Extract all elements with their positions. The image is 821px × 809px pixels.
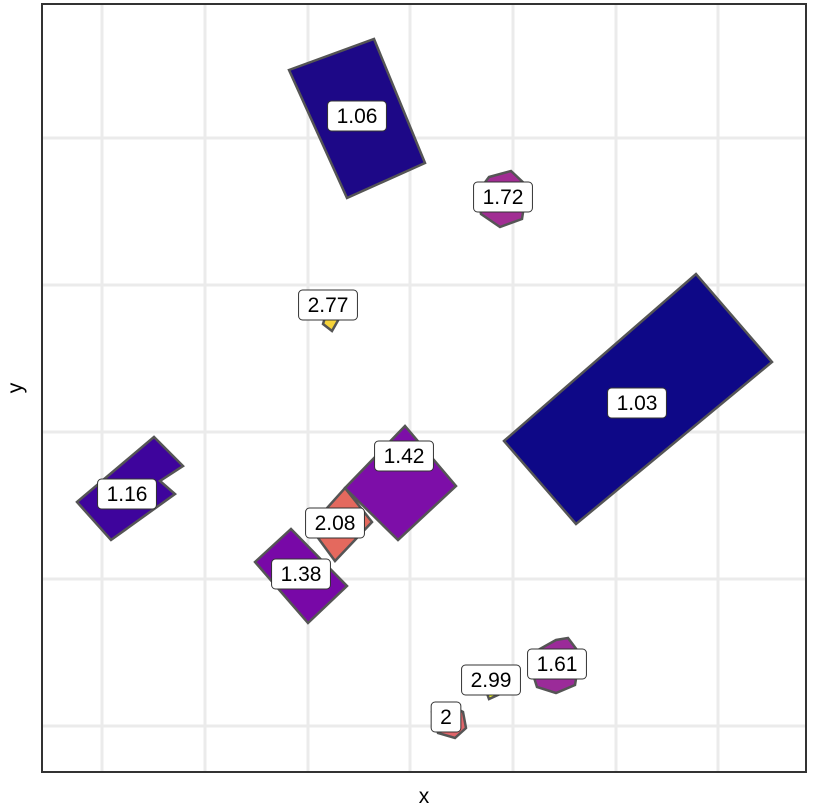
data-label-box bbox=[461, 664, 521, 696]
data-label-box bbox=[327, 100, 387, 132]
data-label-box bbox=[298, 289, 358, 321]
labels-layer: 1.06 1.72 2.77 1.03 1.16 1.42 2.08 1.38 1.61 2.99… bbox=[97, 100, 667, 733]
data-label-box bbox=[473, 181, 533, 213]
data-label: 1.03 bbox=[607, 387, 667, 419]
plot-border bbox=[41, 3, 807, 773]
data-label: 2.77 bbox=[298, 289, 358, 321]
data-label: 1.16 bbox=[97, 478, 157, 510]
data-label-text: 1.03 bbox=[617, 392, 658, 415]
data-label-text: 2.08 bbox=[315, 512, 356, 535]
data-label: 1.42 bbox=[374, 440, 434, 472]
data-label-text: 1.42 bbox=[384, 445, 425, 468]
data-label: 1.06 bbox=[327, 100, 387, 132]
data-label: 1.38 bbox=[271, 558, 331, 590]
data-label: 1.72 bbox=[473, 181, 533, 213]
data-label-text: 2 bbox=[440, 706, 452, 729]
data-label-text: 2.77 bbox=[308, 294, 349, 317]
data-label: 2.99 bbox=[461, 664, 521, 696]
data-label-box bbox=[430, 701, 462, 733]
data-label-text: 1.16 bbox=[107, 483, 148, 506]
data-label-text: 1.38 bbox=[281, 563, 322, 586]
x-axis-title: x bbox=[419, 785, 430, 808]
data-label-text: 1.61 bbox=[537, 653, 578, 676]
data-label-box bbox=[374, 440, 434, 472]
y-axis-title: y bbox=[4, 382, 27, 393]
data-label-box bbox=[607, 387, 667, 419]
data-label-text: 2.99 bbox=[471, 669, 512, 692]
data-label-box bbox=[527, 648, 587, 680]
data-label: 1.61 bbox=[527, 648, 587, 680]
data-label-box bbox=[97, 478, 157, 510]
data-label-box bbox=[271, 558, 331, 590]
data-label-box bbox=[305, 507, 365, 539]
data-label: 2 bbox=[430, 701, 462, 733]
data-label: 2.08 bbox=[305, 507, 365, 539]
data-label-text: 1.72 bbox=[483, 186, 524, 209]
data-label-text: 1.06 bbox=[337, 105, 378, 128]
